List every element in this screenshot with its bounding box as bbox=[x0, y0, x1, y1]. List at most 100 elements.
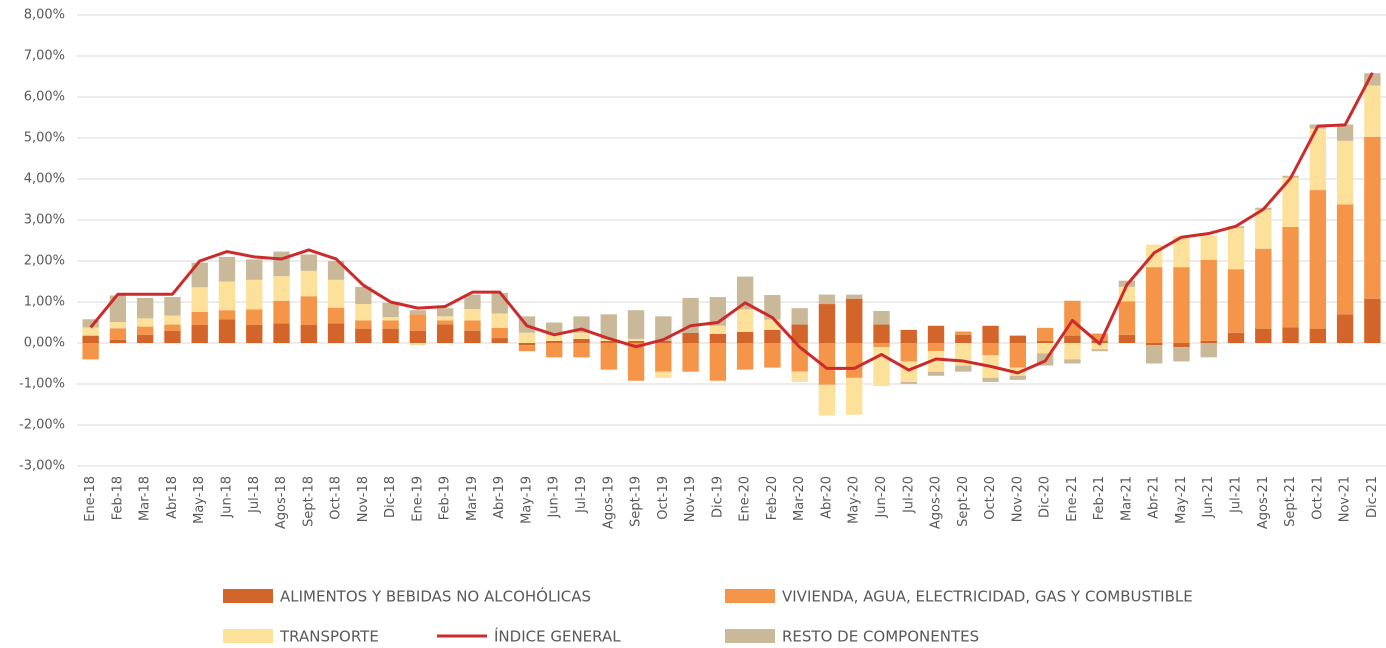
y-tick-label: 6,00% bbox=[24, 90, 65, 105]
bar bbox=[518, 332, 536, 343]
bar bbox=[1064, 335, 1081, 343]
y-tick-label: 7,00% bbox=[24, 49, 65, 64]
bar bbox=[464, 294, 481, 309]
bar bbox=[246, 324, 263, 343]
bar bbox=[191, 311, 208, 325]
bar bbox=[1309, 190, 1327, 329]
bar bbox=[709, 333, 727, 343]
x-tick-label: Sept-20 bbox=[956, 476, 971, 527]
bar bbox=[300, 324, 317, 343]
bar bbox=[246, 279, 263, 310]
bar bbox=[300, 296, 317, 325]
bar bbox=[491, 327, 508, 339]
bar bbox=[382, 320, 399, 329]
bar bbox=[82, 319, 99, 328]
bar bbox=[764, 329, 781, 343]
bar bbox=[164, 297, 181, 316]
bar bbox=[1282, 327, 1299, 343]
bar bbox=[1146, 343, 1163, 346]
x-tick-label: Agos-20 bbox=[929, 476, 944, 529]
bar bbox=[491, 292, 508, 314]
x-tick-label: Abr-20 bbox=[819, 476, 834, 519]
x-tick-label: Abr-21 bbox=[1147, 476, 1162, 519]
y-tick-label: -2,00% bbox=[19, 418, 65, 433]
x-tick-label: Abr-18 bbox=[165, 476, 180, 519]
bar bbox=[736, 276, 754, 310]
bar bbox=[1200, 340, 1217, 343]
x-tick-label: Sept-19 bbox=[629, 476, 644, 527]
bar bbox=[355, 320, 372, 329]
bar bbox=[218, 310, 236, 320]
legend-label: RESTO DE COMPONENTES bbox=[782, 628, 979, 646]
bar bbox=[436, 308, 454, 317]
bar bbox=[1064, 359, 1081, 364]
bar bbox=[136, 334, 154, 343]
bar bbox=[164, 330, 181, 343]
bar bbox=[736, 309, 754, 332]
x-tick-label: Dic-19 bbox=[710, 476, 725, 518]
bar bbox=[546, 343, 563, 358]
bar bbox=[873, 347, 890, 387]
bar bbox=[682, 343, 699, 372]
bar bbox=[82, 343, 99, 360]
x-tick-label: May-21 bbox=[1174, 476, 1189, 524]
bar bbox=[955, 334, 972, 343]
bar bbox=[491, 338, 508, 343]
bar bbox=[1173, 343, 1190, 348]
x-tick-label: Oct-21 bbox=[1310, 476, 1325, 520]
bar bbox=[982, 325, 999, 343]
bar bbox=[546, 322, 563, 335]
bar bbox=[900, 343, 917, 362]
bar bbox=[436, 324, 454, 343]
bar bbox=[927, 351, 945, 372]
bar bbox=[1227, 228, 1245, 270]
bar bbox=[382, 302, 399, 318]
bar bbox=[382, 328, 399, 343]
bar bbox=[600, 314, 617, 339]
bar bbox=[355, 286, 372, 305]
bar bbox=[464, 308, 481, 321]
bar bbox=[355, 328, 372, 343]
bar bbox=[1146, 345, 1163, 364]
legend-label: TRANSPORTE bbox=[279, 628, 379, 646]
x-tick-label: Jul-21 bbox=[1229, 476, 1244, 514]
x-tick-label: Mar-21 bbox=[1119, 476, 1134, 521]
legend-swatch bbox=[223, 629, 273, 643]
bar bbox=[764, 319, 781, 330]
bar bbox=[1036, 340, 1054, 343]
bar bbox=[1364, 136, 1381, 299]
bar bbox=[1227, 332, 1245, 343]
bar bbox=[627, 340, 645, 343]
bar bbox=[327, 307, 345, 324]
bar bbox=[136, 326, 154, 335]
legend-label: ALIMENTOS Y BEBIDAS NO ALCOHÓLICAS bbox=[280, 587, 591, 606]
bar bbox=[1036, 327, 1054, 341]
bar bbox=[355, 304, 372, 321]
bar bbox=[709, 343, 727, 381]
bar bbox=[546, 334, 563, 341]
bar bbox=[818, 304, 836, 343]
bar bbox=[109, 339, 127, 343]
x-tick-label: Jul-19 bbox=[574, 476, 589, 514]
bar bbox=[736, 343, 754, 370]
x-tick-label: Jun-21 bbox=[1201, 476, 1216, 519]
x-tick-label: Oct-19 bbox=[656, 476, 671, 520]
bar bbox=[491, 313, 508, 328]
x-tick-label: May-20 bbox=[847, 476, 862, 524]
bar bbox=[1282, 226, 1299, 328]
bar bbox=[900, 329, 917, 343]
x-tick-label: Ene-21 bbox=[1065, 476, 1080, 522]
bar bbox=[627, 338, 645, 341]
bar bbox=[273, 323, 290, 343]
bar bbox=[327, 323, 345, 343]
bar bbox=[791, 371, 808, 382]
x-tick-label: Nov-20 bbox=[1010, 476, 1025, 522]
bar bbox=[191, 287, 208, 312]
x-tick-label: Sept-18 bbox=[301, 476, 316, 527]
bar bbox=[300, 270, 317, 297]
bar bbox=[1009, 375, 1027, 380]
bar bbox=[1146, 267, 1163, 343]
x-tick-label: Ene-18 bbox=[83, 476, 98, 522]
bar bbox=[709, 325, 727, 334]
y-tick-label: 8,00% bbox=[24, 8, 65, 23]
